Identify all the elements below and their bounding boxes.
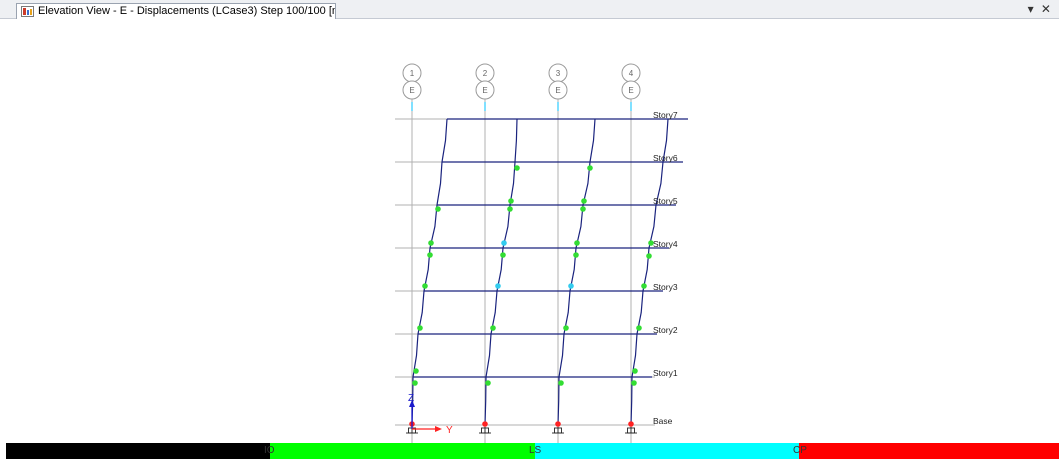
hinge-io	[573, 252, 579, 258]
hinge-io	[485, 380, 491, 386]
grid-bubble-letter-label: E	[555, 86, 560, 95]
hinge-io	[507, 206, 513, 212]
hinge-io	[500, 252, 506, 258]
hinge-ls	[501, 240, 507, 246]
legend-segment-cp: CP	[793, 443, 1059, 459]
hinge-cp	[628, 421, 634, 427]
grid-bubble-letter[interactable]	[548, 80, 568, 100]
column-2	[484, 118, 518, 426]
hinge-io	[641, 283, 647, 289]
elevation-view-icon	[21, 6, 34, 17]
hinge-io	[631, 380, 637, 386]
grid-bubble-letter-label: E	[482, 86, 487, 95]
grid-bubble-letter[interactable]	[402, 80, 422, 100]
hinge-io	[427, 252, 433, 258]
grid-bubble-letter-label: E	[409, 86, 414, 95]
legend-label-cp: CP	[793, 445, 807, 456]
column-3	[557, 118, 596, 426]
hinge-ls	[568, 283, 574, 289]
hinge-io	[563, 325, 569, 331]
story-label-Story1: Story1	[653, 368, 678, 378]
grid-bubbles[interactable]: 1 E 2 E 3 E 4 E	[402, 63, 641, 100]
hinge-io	[422, 283, 428, 289]
y-axis-arrowhead	[435, 426, 442, 432]
story-label-Base: Base	[653, 416, 673, 426]
axis-indicator: Z Y	[408, 393, 453, 436]
hinge-io	[636, 325, 642, 331]
grid-bubble-letter[interactable]	[621, 80, 641, 100]
hinge-io	[428, 240, 434, 246]
story-label-Story7: Story7	[653, 110, 678, 120]
grid-bubble-number-label: 1	[410, 69, 415, 78]
z-axis-label: Z	[408, 393, 414, 404]
hinge-cp	[482, 421, 488, 427]
column-1	[411, 118, 448, 426]
legend-segment-base	[6, 443, 270, 459]
y-axis-label: Y	[446, 425, 453, 436]
z-axis-arrowhead	[409, 400, 415, 407]
hinge-io	[587, 165, 593, 171]
grid-bubble-letter-label: E	[628, 86, 633, 95]
hinge-io	[580, 206, 586, 212]
hinge-cp	[555, 421, 561, 427]
hinge-io	[417, 325, 423, 331]
story-labels: Story7 Story6 Story5 Story4 Story3 Story2 Stor…	[653, 110, 678, 426]
hinge-legend-bar: IO LS CP	[6, 443, 1059, 459]
legend-segment-ls: LS	[529, 443, 799, 459]
title-bar: Elevation View - E - Displacements (LCas…	[0, 0, 1059, 19]
hinge-io	[632, 368, 638, 374]
story-label-Story4: Story4	[653, 239, 678, 249]
hinge-layer	[409, 165, 654, 427]
hinge-io	[413, 368, 419, 374]
window-controls[interactable]: ▾ ✕	[1027, 2, 1053, 16]
hinge-io	[435, 206, 441, 212]
grid-bubble-letter[interactable]	[475, 80, 495, 100]
hinge-io	[581, 198, 587, 204]
hinge-ls	[495, 283, 501, 289]
hinge-io	[508, 198, 514, 204]
deformed-frame	[411, 118, 688, 426]
legend-label-ls: LS	[529, 445, 542, 456]
hinge-io	[514, 165, 520, 171]
story-label-Story3: Story3	[653, 282, 678, 292]
legend-segment-io: IO	[264, 443, 535, 459]
story-label-Story5: Story5	[653, 196, 678, 206]
hinge-io	[574, 240, 580, 246]
grid-bubble-number-label: 3	[556, 69, 561, 78]
story-label-Story6: Story6	[653, 153, 678, 163]
grid-bubble-number-label: 4	[629, 69, 634, 78]
story-label-Story2: Story2	[653, 325, 678, 335]
hinge-io	[412, 380, 418, 386]
legend-label-io: IO	[264, 445, 275, 456]
hinge-io	[648, 240, 654, 246]
grid-layer	[395, 89, 655, 443]
grid-bubble-number-label: 2	[483, 69, 488, 78]
hinge-io	[558, 380, 564, 386]
tab-title: Elevation View - E - Displacements (LCas…	[38, 5, 336, 17]
tab-elevation-view[interactable]: Elevation View - E - Displacements (LCas…	[16, 3, 336, 19]
supports	[406, 427, 637, 434]
hinge-io	[490, 325, 496, 331]
hinge-io	[646, 253, 652, 259]
column-4	[630, 118, 669, 426]
